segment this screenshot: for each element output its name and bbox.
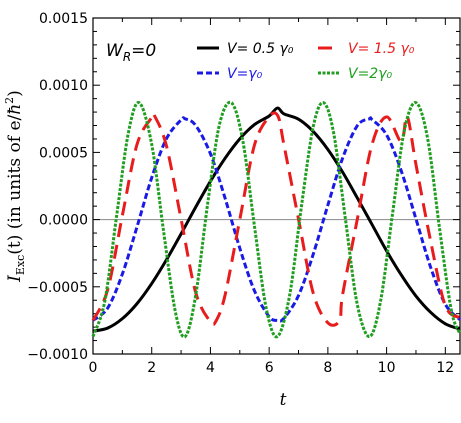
annotation-suffix: =0 [131, 41, 156, 61]
annotation-subscript: R [123, 50, 131, 64]
x-tick-label: 4 [206, 360, 215, 376]
y-label-close: ) [5, 90, 25, 97]
y-tick-label: 0.0005 [39, 145, 88, 161]
y-tick-label: −0.0010 [27, 347, 88, 363]
x-tick-label: 2 [147, 360, 156, 376]
y-label-symbol: I [5, 275, 25, 283]
series-line-3 [91, 100, 461, 339]
y-label-hbar: ħ [5, 104, 25, 115]
y-label-superscript: 2 [3, 97, 16, 104]
plot-frame [92, 17, 461, 355]
y-label-subscript: Exc [14, 255, 27, 275]
y-tick-label: 0.0000 [39, 213, 88, 229]
x-tick-label: 6 [265, 360, 274, 376]
series-layer [91, 100, 461, 339]
wr-annotation: WR=0 [106, 41, 156, 64]
legend-label-0: V= 0.5 γ₀ [227, 41, 294, 57]
series-line-0 [92, 106, 461, 333]
x-tick-label: 8 [323, 360, 332, 376]
x-axis-label: t [280, 390, 287, 410]
series-line-1 [91, 111, 461, 327]
x-tick-label: 10 [378, 360, 396, 376]
legend: V= 0.5 γ₀ V= 1.5 γ₀ V=γ₀ V=2γ₀ [197, 41, 415, 82]
annotation-symbol: W [106, 41, 124, 61]
y-axis-label: IExc(t) (in units of e/ħ2) [3, 90, 27, 283]
legend-label-2: V=γ₀ [227, 66, 263, 82]
y-tick-label: −0.0005 [27, 280, 88, 296]
legend-label-3: V=2γ₀ [348, 66, 393, 82]
x-tick-label: 12 [436, 360, 454, 376]
y-label-text: (t) (in units of e/ [5, 114, 25, 254]
x-tick-label: 0 [89, 360, 98, 376]
y-tick-label: 0.0015 [39, 11, 88, 27]
y-tick-label: 0.0010 [39, 78, 88, 94]
series-line-2 [92, 116, 461, 323]
axis-ticks: 0 2 4 6 8 10 12 −0.0010 −0.0005 0.0000 0.0005 0.001… [27, 11, 460, 376]
legend-label-1: V= 1.5 γ₀ [348, 41, 415, 57]
